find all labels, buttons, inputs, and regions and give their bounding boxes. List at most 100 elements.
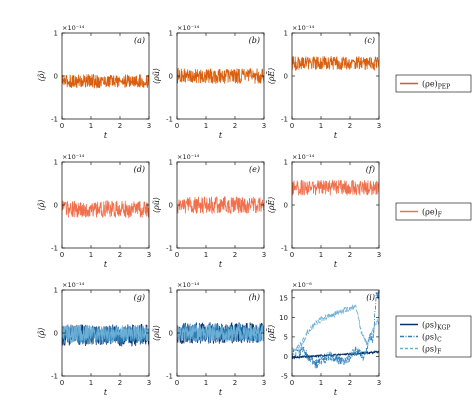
x-tick-label-i: 2	[348, 379, 352, 387]
y-tick-label-g: 1	[54, 287, 58, 295]
x-axis-label-a: t	[104, 131, 108, 140]
y-tick-label-i: 5	[284, 333, 288, 341]
x-axis-label-d: t	[104, 260, 108, 269]
x-tick-label-e: 3	[262, 251, 266, 259]
axes-frame-i	[291, 289, 380, 377]
y-tick-label-g: 0	[54, 330, 58, 338]
y-tick-label-c: 1	[284, 30, 288, 38]
y-tick-label-f: -1	[281, 245, 288, 253]
panel-label-e: (e)	[249, 165, 260, 174]
y-tick-label-f: 0	[284, 202, 288, 210]
x-tick-label-g: 3	[147, 379, 151, 387]
y-tick-label-h: -1	[166, 373, 173, 381]
y-axis-label-h: ⟨ρũ⟩	[152, 325, 161, 341]
legend-label-subscript: KGP	[437, 325, 450, 332]
x-tick-label-i: 1	[319, 379, 323, 387]
x-tick-label-h: 0	[175, 379, 179, 387]
x-tick-label-g: 0	[60, 379, 64, 387]
series-line-c-0	[292, 55, 379, 72]
y-axis-label-i: ⟨ρẼ⟩	[267, 325, 276, 342]
axis-exponent-c: ×10⁻¹⁴	[292, 24, 315, 32]
series-line-d-0	[62, 199, 149, 219]
legend-label: (ρs)KGP	[422, 321, 450, 332]
y-axis-label-a: ⟨ρ̃⟩	[37, 71, 46, 82]
x-tick-label-f: 1	[319, 251, 323, 259]
x-tick-label-c: 1	[319, 122, 323, 130]
y-tick-label-e: 0	[169, 202, 173, 210]
legend-row2: (ρe)F	[395, 202, 472, 221]
series-line-g-2	[62, 324, 149, 342]
y-tick-label-c: 0	[284, 73, 288, 81]
panel-label-g: (g)	[134, 293, 145, 302]
y-tick-label-e: -1	[166, 245, 173, 253]
x-tick-label-b: 3	[262, 122, 266, 130]
x-tick-label-f: 0	[290, 251, 294, 259]
x-tick-label-a: 0	[60, 122, 64, 130]
x-tick-label-e: 1	[204, 251, 208, 259]
axes-frame-a	[61, 32, 150, 120]
y-axis-label-d: ⟨ρ̃⟩	[37, 200, 46, 211]
legend-label-subscript: F	[438, 212, 442, 219]
x-tick-label-i: 3	[377, 379, 381, 387]
series-line-b-0	[177, 67, 264, 85]
legend-box	[395, 74, 472, 93]
x-tick-label-h: 3	[262, 379, 266, 387]
legend-label: (ρs)C	[422, 333, 442, 344]
y-tick-label-i: 10	[279, 314, 288, 322]
y-tick-label-b: 1	[169, 30, 173, 38]
axes-frame-c	[291, 32, 380, 120]
y-axis-label-e: ⟨ρũ⟩	[152, 197, 161, 213]
x-tick-label-d: 0	[60, 251, 64, 259]
axis-exponent-d: ×10⁻¹⁴	[62, 153, 85, 161]
x-tick-label-c: 0	[290, 122, 294, 130]
y-tick-label-i: 0	[284, 353, 288, 361]
y-tick-label-b: -1	[166, 116, 173, 124]
axis-exponent-h: ×10⁻¹⁴	[177, 281, 200, 289]
x-tick-label-a: 3	[147, 122, 151, 130]
y-tick-label-d: -1	[51, 245, 58, 253]
panel-label-b: (b)	[249, 36, 260, 45]
x-axis-label-f: t	[334, 260, 338, 269]
y-tick-label-a: 0	[54, 73, 58, 81]
x-tick-label-d: 3	[147, 251, 151, 259]
legend-label: (ρe)PEP	[422, 80, 450, 91]
panel-label-c: (c)	[364, 36, 375, 45]
legend-row1: (ρe)PEP	[395, 74, 472, 93]
x-axis-label-h: t	[219, 388, 223, 397]
series-line-i-2	[292, 303, 379, 352]
x-tick-label-b: 2	[233, 122, 237, 130]
y-tick-label-d: 1	[54, 159, 58, 167]
x-axis-label-e: t	[219, 260, 223, 269]
axis-exponent-i: ×10⁻⁸	[292, 281, 312, 289]
y-axis-label-f: ⟨ρẼ⟩	[267, 197, 276, 214]
legend-label-subscript: F	[437, 349, 441, 356]
legend-label-main: (ρs)	[422, 333, 437, 342]
axis-exponent-g: ×10⁻¹⁴	[62, 281, 85, 289]
axis-exponent-a: ×10⁻¹⁴	[62, 24, 85, 32]
x-tick-label-f: 3	[377, 251, 381, 259]
x-tick-label-g: 2	[118, 379, 122, 387]
x-tick-label-e: 2	[233, 251, 237, 259]
x-axis-label-b: t	[219, 131, 223, 140]
y-tick-label-f: 1	[284, 159, 288, 167]
legend-row3: (ρs)KGP(ρs)C(ρs)F	[395, 315, 472, 358]
x-axis-label-c: t	[334, 131, 338, 140]
series-line-f-0	[292, 179, 379, 196]
legend-label: (ρs)F	[422, 345, 441, 356]
axis-exponent-e: ×10⁻¹⁴	[177, 153, 200, 161]
x-tick-label-a: 1	[89, 122, 93, 130]
x-tick-label-b: 1	[204, 122, 208, 130]
x-tick-label-d: 1	[89, 251, 93, 259]
x-tick-label-f: 2	[348, 251, 352, 259]
y-tick-label-i: -5	[281, 373, 288, 381]
x-tick-label-d: 2	[118, 251, 122, 259]
series-line-h-2	[177, 324, 264, 342]
panel-label-a: (a)	[134, 36, 145, 45]
